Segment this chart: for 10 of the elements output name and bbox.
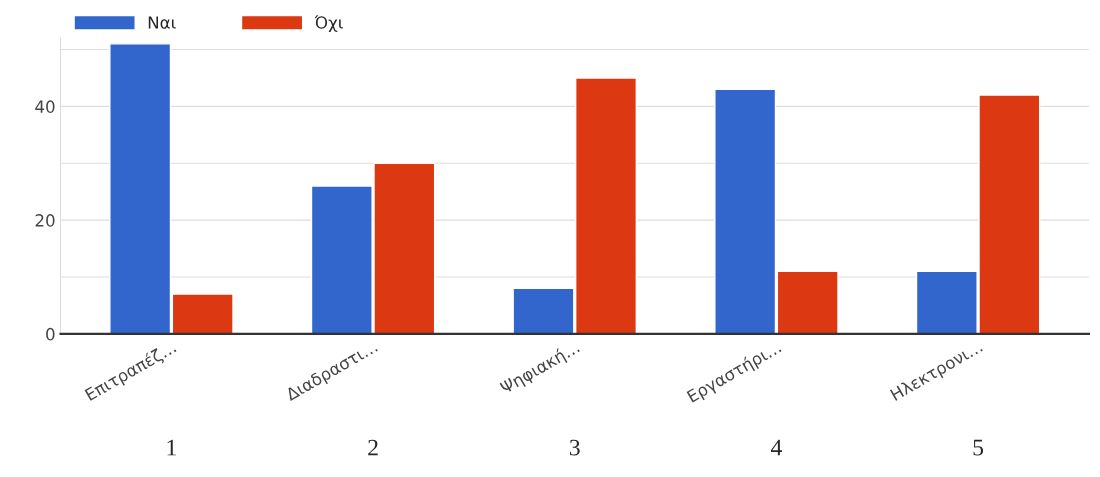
y-tick-label: 40 — [35, 100, 55, 113]
text: 3 — [569, 439, 580, 456]
text: 5 — [973, 439, 984, 456]
text: 1 — [167, 439, 176, 456]
y-tick-label: 20 — [35, 214, 55, 227]
text: 4 — [770, 439, 782, 456]
text: 2 — [368, 439, 378, 456]
legend-label: Ναι — [148, 16, 176, 29]
y-tick-label: 0 — [46, 327, 55, 341]
legend-label: Όχι — [314, 15, 343, 33]
